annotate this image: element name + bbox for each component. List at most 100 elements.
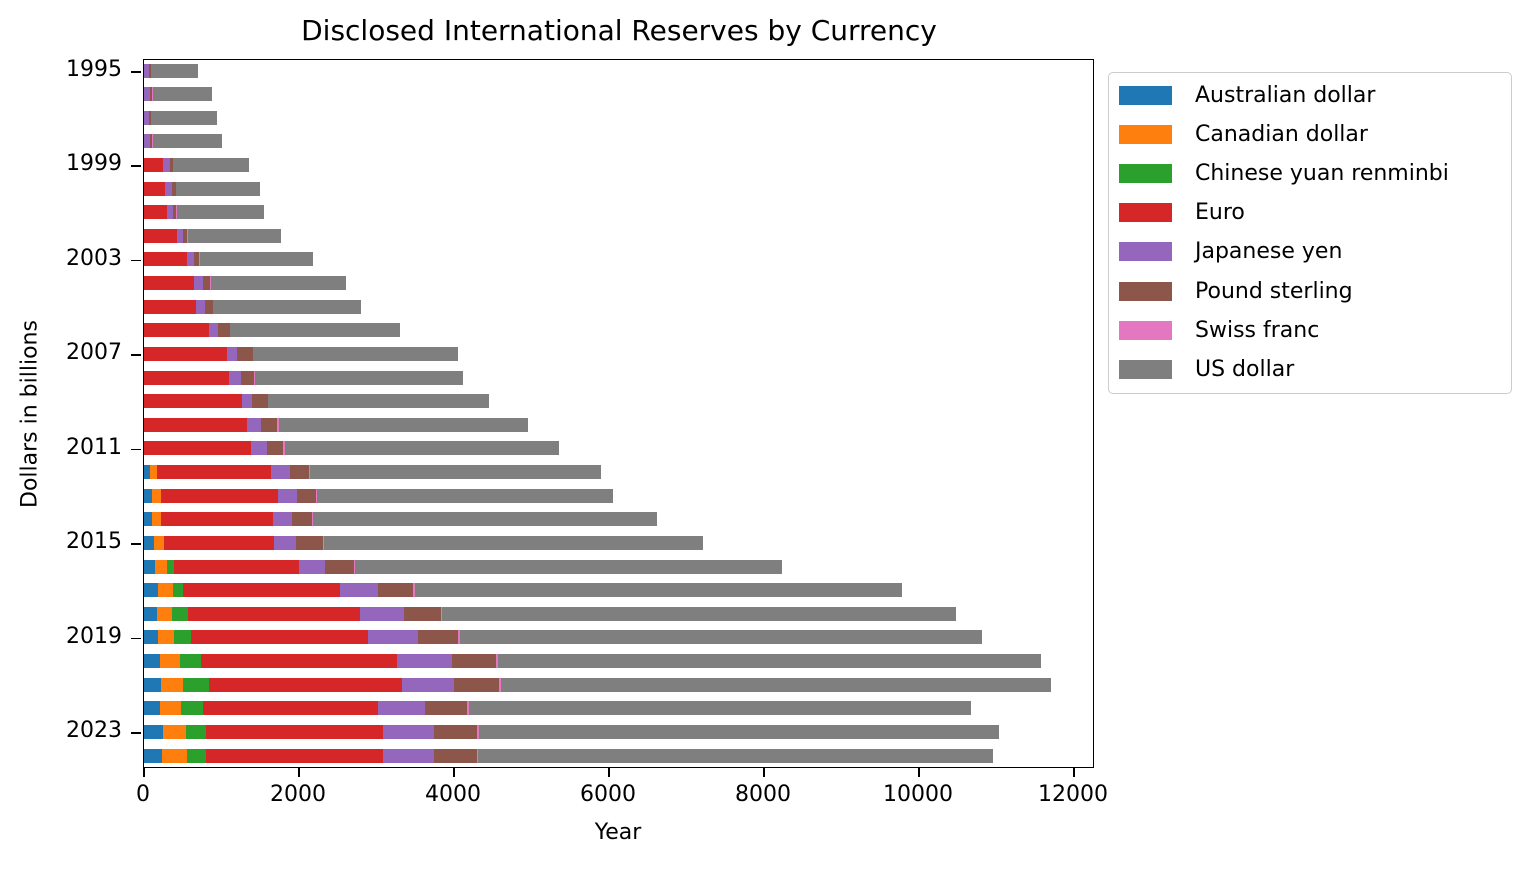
bar-segment [236,346,253,361]
y-tick [131,732,141,734]
x-tick [143,768,145,777]
legend-swatch [1119,281,1172,301]
legend-label: Swiss franc [1195,317,1320,343]
bar-segment [276,417,279,432]
x-tick [763,768,765,777]
bar-1998 [144,134,222,149]
bar-segment [162,157,170,172]
bar-segment [165,181,172,196]
legend-item: US dollar [1119,354,1294,384]
x-tick-label: 10000 [883,782,953,807]
bar-segment [144,606,158,621]
bar-segment [205,724,383,739]
y-tick [131,71,141,73]
bar-segment [229,370,242,385]
bar-2003 [144,252,313,267]
bar-segment [202,701,378,716]
bar-1997 [144,110,217,125]
bar-segment [285,441,559,456]
bar-segment [209,323,218,338]
bar-segment [440,606,442,621]
legend-swatch [1119,163,1172,183]
bar-segment [476,748,478,763]
x-tick [298,768,300,777]
bar-segment [144,465,150,480]
bar-segment [324,559,354,574]
bar-segment [149,110,152,125]
bar-segment [169,157,173,172]
bar-segment [144,252,187,267]
bar-segment [252,346,458,361]
bar-segment [144,394,243,409]
bar-segment [151,87,153,102]
bar-segment [144,488,152,503]
bar-segment [193,276,203,291]
bar-segment [253,370,255,385]
bar-segment [161,748,187,763]
legend-swatch [1119,359,1172,379]
x-tick [1073,768,1075,777]
bar-2009 [144,394,489,409]
legend-swatch [1119,320,1172,340]
bar-2005 [144,299,361,314]
bar-1996 [144,87,212,102]
legend-item: Swiss franc [1119,315,1319,345]
bar-segment [476,724,479,739]
bar-segment [144,228,177,243]
bar-segment [424,701,467,716]
legend-swatch [1119,242,1172,262]
bar-segment [144,205,168,220]
bar-segment [157,465,271,480]
y-tick-label: 2003 [66,245,122,271]
bar-segment [186,228,188,243]
x-tick [918,768,920,777]
bar-segment [193,252,199,267]
bar-segment [354,559,782,574]
bar-segment [199,252,200,267]
bar-2011 [144,441,559,456]
bar-segment [200,654,397,669]
bar-segment [273,512,292,527]
bar-segment [466,701,469,716]
y-tick-label: 2011 [66,434,122,460]
bar-segment [160,488,278,503]
bar-2014 [144,512,657,527]
bar-2006 [144,323,400,338]
bar-2007 [144,346,458,361]
legend-item: Chinese yuan renminbi [1119,158,1449,188]
bar-segment [152,87,212,102]
bar-segment [267,394,489,409]
y-tick-label: 1999 [66,151,122,177]
bar-segment [144,299,196,314]
legend-item: Euro [1119,198,1245,228]
bar-segment [187,252,194,267]
bar-segment [457,630,460,645]
legend-label: Canadian dollar [1195,121,1368,147]
bar-segment [296,488,316,503]
bar-segment [359,606,404,621]
bar-segment [500,677,1051,692]
bar-segment [273,535,296,550]
legend-label: Australian dollar [1195,82,1376,108]
y-tick-label: 2015 [66,529,122,555]
bar-segment [175,205,177,220]
bar-segment [468,701,971,716]
bar-segment [171,606,188,621]
bar-segment [298,559,325,574]
y-tick [131,543,141,545]
bar-1999 [144,157,249,172]
bar-segment [151,488,161,503]
bar-segment [188,606,360,621]
bar-segment [144,441,252,456]
legend-label: Japanese yen [1195,239,1343,265]
bar-segment [167,205,173,220]
bar-segment [144,110,150,125]
bar-segment [172,583,183,598]
bar-segment [403,606,441,621]
legend-label: US dollar [1195,356,1295,382]
bar-segment [182,583,340,598]
bar-segment [316,488,613,503]
bar-2024 [144,748,993,763]
bar-segment [261,417,277,432]
bar-segment [158,630,174,645]
